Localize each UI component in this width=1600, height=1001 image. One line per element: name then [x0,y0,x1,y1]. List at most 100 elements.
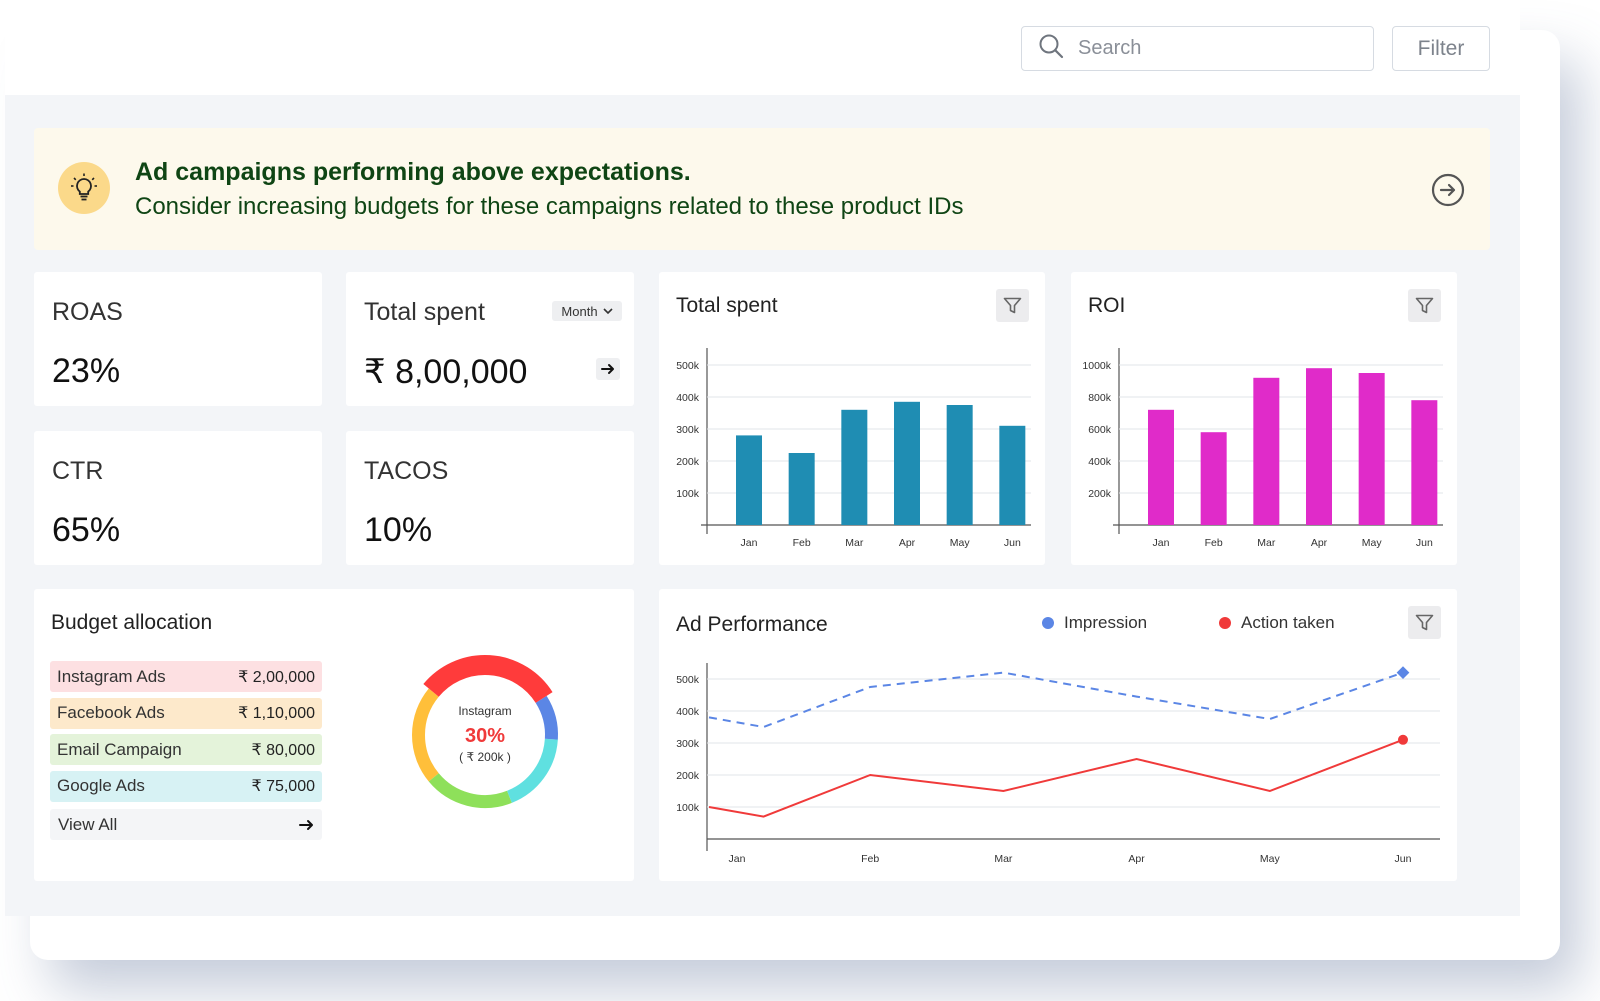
view-all-label: View All [58,814,118,834]
chart-title: Total spent [676,294,778,317]
y-tick-label: 500k [676,674,700,686]
y-tick-label: 500k [676,360,700,372]
budget-row-name: Google Ads [57,776,145,795]
budget-row-name: Instagram Ads [57,666,166,686]
y-tick-label: 100k [676,488,700,500]
budget-row[interactable]: Instagram Ads ₹ 2,00,000 [50,661,322,692]
budget-row[interactable]: Email Campaign ₹ 80,000 [50,734,322,765]
y-tick-label: 300k [676,738,700,750]
period-dropdown[interactable]: Month [552,301,622,321]
kpi-label: CTR [52,457,104,485]
budget-row[interactable]: Facebook Ads ₹ 1,10,000 [50,697,322,729]
donut-center-percent: 30% [465,725,505,747]
chart-title: Ad Performance [676,613,828,636]
search-box[interactable] [1021,26,1374,71]
x-tick-label: Jan [729,853,746,865]
x-tick-label: May [1362,537,1383,549]
insight-banner: Ad campaigns performing above expectatio… [34,128,1490,250]
y-tick-label: 200k [676,456,700,468]
y-tick-label: 400k [676,392,700,404]
donut-slice [506,738,558,803]
ad-performance-line-chart: 100k 200k 300k 400k 500k Jan Feb Mar Apr May Jun [676,663,1440,865]
roi-bar-chart: 200k 400k 600k 800k 1000k Jan Feb Mar Apr May Jun [1082,348,1443,549]
chart-filter-button[interactable] [1408,606,1441,639]
budget-row-amount: ₹ 1,10,000 [238,705,315,722]
donut-slice [412,688,439,782]
kpi-value: ₹ 8,00,000 [364,353,528,391]
donut-slice [423,655,553,704]
arrow-right-icon [601,364,614,374]
x-tick-label: Jan [741,537,758,549]
bar [841,409,868,525]
bar [788,453,815,525]
chevron-down-icon [602,307,613,314]
bar [1306,368,1332,525]
impression-line [708,671,1404,729]
kpi-label: Total spent [364,298,485,326]
top-bar: Filter [5,0,1520,95]
funnel-icon [1415,297,1434,313]
period-label: Month [561,303,598,319]
total-spent-bar-chart: 100k 200k 300k 400k 500k Jan Feb Mar Apr May Jun [676,348,1031,549]
kpi-card-ctr: CTR 65% [34,431,322,565]
kpi-card-roas: ROAS 23% [34,272,322,406]
legend-label: Action taken [1241,613,1335,632]
x-tick-label: Mar [994,853,1013,865]
chart-title: ROI [1088,294,1126,317]
y-tick-label: 100k [676,802,700,814]
x-tick-label: Apr [1128,853,1145,865]
x-tick-label: Jun [1416,537,1433,549]
bar [946,405,973,525]
impression-end-marker [1396,666,1410,679]
budget-row[interactable]: Google Ads ₹ 75,000 [50,770,322,802]
budget-donut-chart: Instagram 30% ( ₹ 200k ) [412,655,558,808]
donut-center-label: Instagram [458,704,511,718]
budget-row-amount: ₹ 2,00,000 [238,668,315,686]
funnel-icon [1415,614,1434,630]
bar [1411,400,1438,525]
y-tick-label: 300k [676,424,700,436]
arrow-right-button[interactable] [596,358,620,380]
kpi-value: 23% [52,352,121,390]
action-end-marker [1398,734,1408,745]
donut-slice [428,773,512,808]
kpi-card-total-spent: Total spent Month ₹ 8,00,000 [346,272,634,406]
banner-title: Ad campaigns performing above expectatio… [135,158,691,186]
view-all-button[interactable]: View All [50,809,322,840]
search-input[interactable] [1078,37,1358,60]
bar [894,401,920,525]
x-tick-label: Feb [793,537,811,549]
arrow-circle-right-icon[interactable] [1431,173,1465,207]
bar [736,435,762,525]
kpi-value: 65% [52,511,121,549]
budget-title: Budget allocation [51,611,213,634]
legend-action: Action taken [1219,613,1335,633]
y-tick-label: 1000k [1082,360,1111,372]
main-content: Ad campaigns performing above expectatio… [5,95,1520,916]
bar [1200,432,1227,525]
x-tick-label: Feb [861,853,879,865]
x-tick-label: Feb [1205,537,1223,549]
dashboard-app: Filter Ad campaigns performing above exp… [5,0,1520,916]
legend-dot-impression [1042,617,1054,629]
budget-row-name: Facebook Ads [57,703,165,722]
bar [1253,377,1280,525]
action-line [708,738,1404,818]
legend-label: Impression [1064,613,1148,632]
chart-filter-button[interactable] [996,289,1029,322]
x-tick-label: Apr [1311,537,1328,549]
roi-chart-card: ROI 200k 400k 600k 800k 1000k Jan Feb Mar Apr May… [1071,272,1457,565]
kpi-value: 10% [364,511,433,549]
filter-button[interactable]: Filter [1392,26,1490,71]
total-spent-chart-card: Total spent 100k 200k 300k 400k 500k Jan Feb Ma… [659,272,1045,565]
search-icon [1038,33,1064,64]
x-tick-label: Jun [1395,853,1412,865]
y-tick-label: 800k [1088,392,1112,404]
kpi-label: ROAS [52,298,123,326]
x-tick-label: May [950,537,971,549]
x-tick-label: Jun [1004,537,1021,549]
x-tick-label: Mar [845,537,864,549]
lightbulb-icon [58,162,110,214]
x-tick-label: May [1260,853,1281,865]
chart-filter-button[interactable] [1408,289,1441,322]
